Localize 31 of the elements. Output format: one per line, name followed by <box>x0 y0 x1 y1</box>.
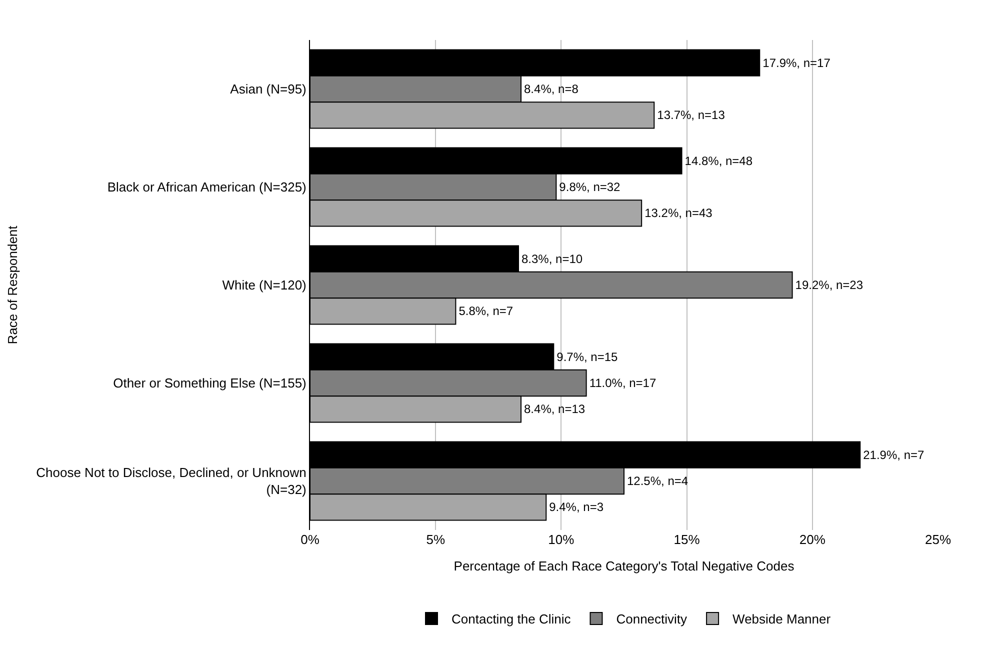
data-label: 21.9%, n=7 <box>863 448 925 462</box>
x-tick-label: 25% <box>924 532 952 547</box>
data-label: 12.5%, n=4 <box>627 474 688 488</box>
x-tick-label: 15% <box>674 532 700 547</box>
data-label: 8.4%, n=8 <box>524 82 579 96</box>
data-label: 8.4%, n=13 <box>524 402 586 416</box>
data-label: 14.8%, n=48 <box>684 154 753 168</box>
x-tick-label: 5% <box>426 532 446 547</box>
data-label: 5.8%, n=7 <box>458 304 514 318</box>
data-label: 13.7%, n=13 <box>657 108 726 122</box>
legend-label: Contacting the Clinic <box>452 612 572 627</box>
legend-label: Connectivity <box>616 612 688 627</box>
data-label: 9.7%, n=15 <box>556 350 618 364</box>
data-label: 13.2%, n=43 <box>644 206 713 220</box>
legend-label: Webside Manner <box>732 612 832 627</box>
x-tick-label: 20% <box>799 532 826 547</box>
data-label: 9.4%, n=3 <box>549 500 604 514</box>
data-label: 17.9%, n=17 <box>762 56 831 70</box>
x-tick-label: 0% <box>300 532 320 547</box>
data-label: 11.0%, n=17 <box>589 376 656 390</box>
y-tick-label: Black or African American (N=325) <box>107 180 306 195</box>
y-tick-label: Asian (N=95) <box>230 82 306 97</box>
y-axis-title: Race of Respondent <box>5 225 20 344</box>
data-label: 8.3%, n=10 <box>522 252 583 266</box>
x-axis-title: Percentage of Each Race Category's Total Negative Codes <box>454 558 795 574</box>
y-tick-label: Choose Not to Disclose, Declined, or Unknown (N=32) <box>36 465 306 497</box>
data-label: 19.2%, n=23 <box>795 278 864 292</box>
data-label: 9.8%, n=32 <box>559 180 621 194</box>
y-tick-label: Other or Something Else (N=155) <box>113 376 306 391</box>
y-tick-label: White (N=120) <box>222 278 306 293</box>
x-tick-label: 10% <box>548 532 575 547</box>
